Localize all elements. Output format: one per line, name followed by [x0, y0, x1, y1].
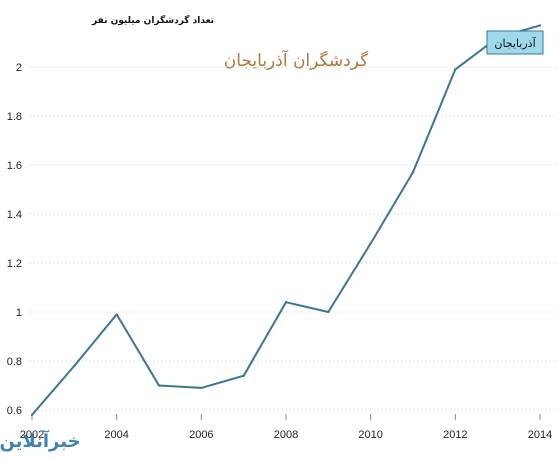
x-tick-label: 2004	[104, 429, 128, 441]
data-point	[157, 384, 161, 387]
data-point	[200, 386, 203, 390]
data-point	[73, 364, 76, 368]
x-tick-label: 2008	[274, 429, 298, 441]
data-point	[115, 313, 118, 316]
y-axis-label: تعداد گردشگران میلیون نفر	[91, 14, 214, 26]
y-tick-label: 0.8	[7, 356, 22, 368]
chart-title: گردشگران آذربایجان	[224, 49, 369, 71]
x-tick-label: 2012	[443, 429, 467, 441]
y-tick-label: 1.4	[7, 209, 22, 221]
series-lines	[30, 24, 542, 417]
y-ticks: 0.6 0.8 1 1.2 1.4 1.6 1.8 2	[7, 62, 22, 417]
legend-entry: آذربایجان	[494, 36, 536, 50]
data-point	[538, 24, 542, 27]
data-point	[327, 310, 330, 314]
data-point	[242, 374, 245, 377]
y-tick-label: 0.6	[7, 405, 22, 417]
data-point	[369, 242, 372, 245]
x-tick-label: 2014	[528, 429, 552, 441]
series-line	[31, 24, 541, 416]
y-tick-label: 1	[16, 307, 22, 319]
x-tick-label: 2010	[358, 429, 382, 441]
watermark-text: خبرآنلاین	[0, 429, 81, 452]
legend: آذربایجان	[486, 30, 544, 55]
data-point	[284, 301, 288, 304]
legend-box	[486, 30, 544, 55]
data-point	[454, 68, 457, 71]
y-tick-label: 2	[16, 62, 22, 74]
x-ticks: 2002 2004 2006 2008 2010 2012 2014	[20, 414, 552, 441]
x-tick-label: 2002	[20, 429, 44, 441]
y-tick-label: 1.2	[7, 258, 22, 270]
grid-lines	[30, 66, 556, 411]
y-tick-label: 1.8	[7, 111, 22, 123]
x-tick-label: 2006	[189, 429, 213, 441]
data-point	[411, 171, 415, 174]
y-tick-label: 1.6	[7, 160, 22, 172]
data-point	[30, 413, 34, 417]
